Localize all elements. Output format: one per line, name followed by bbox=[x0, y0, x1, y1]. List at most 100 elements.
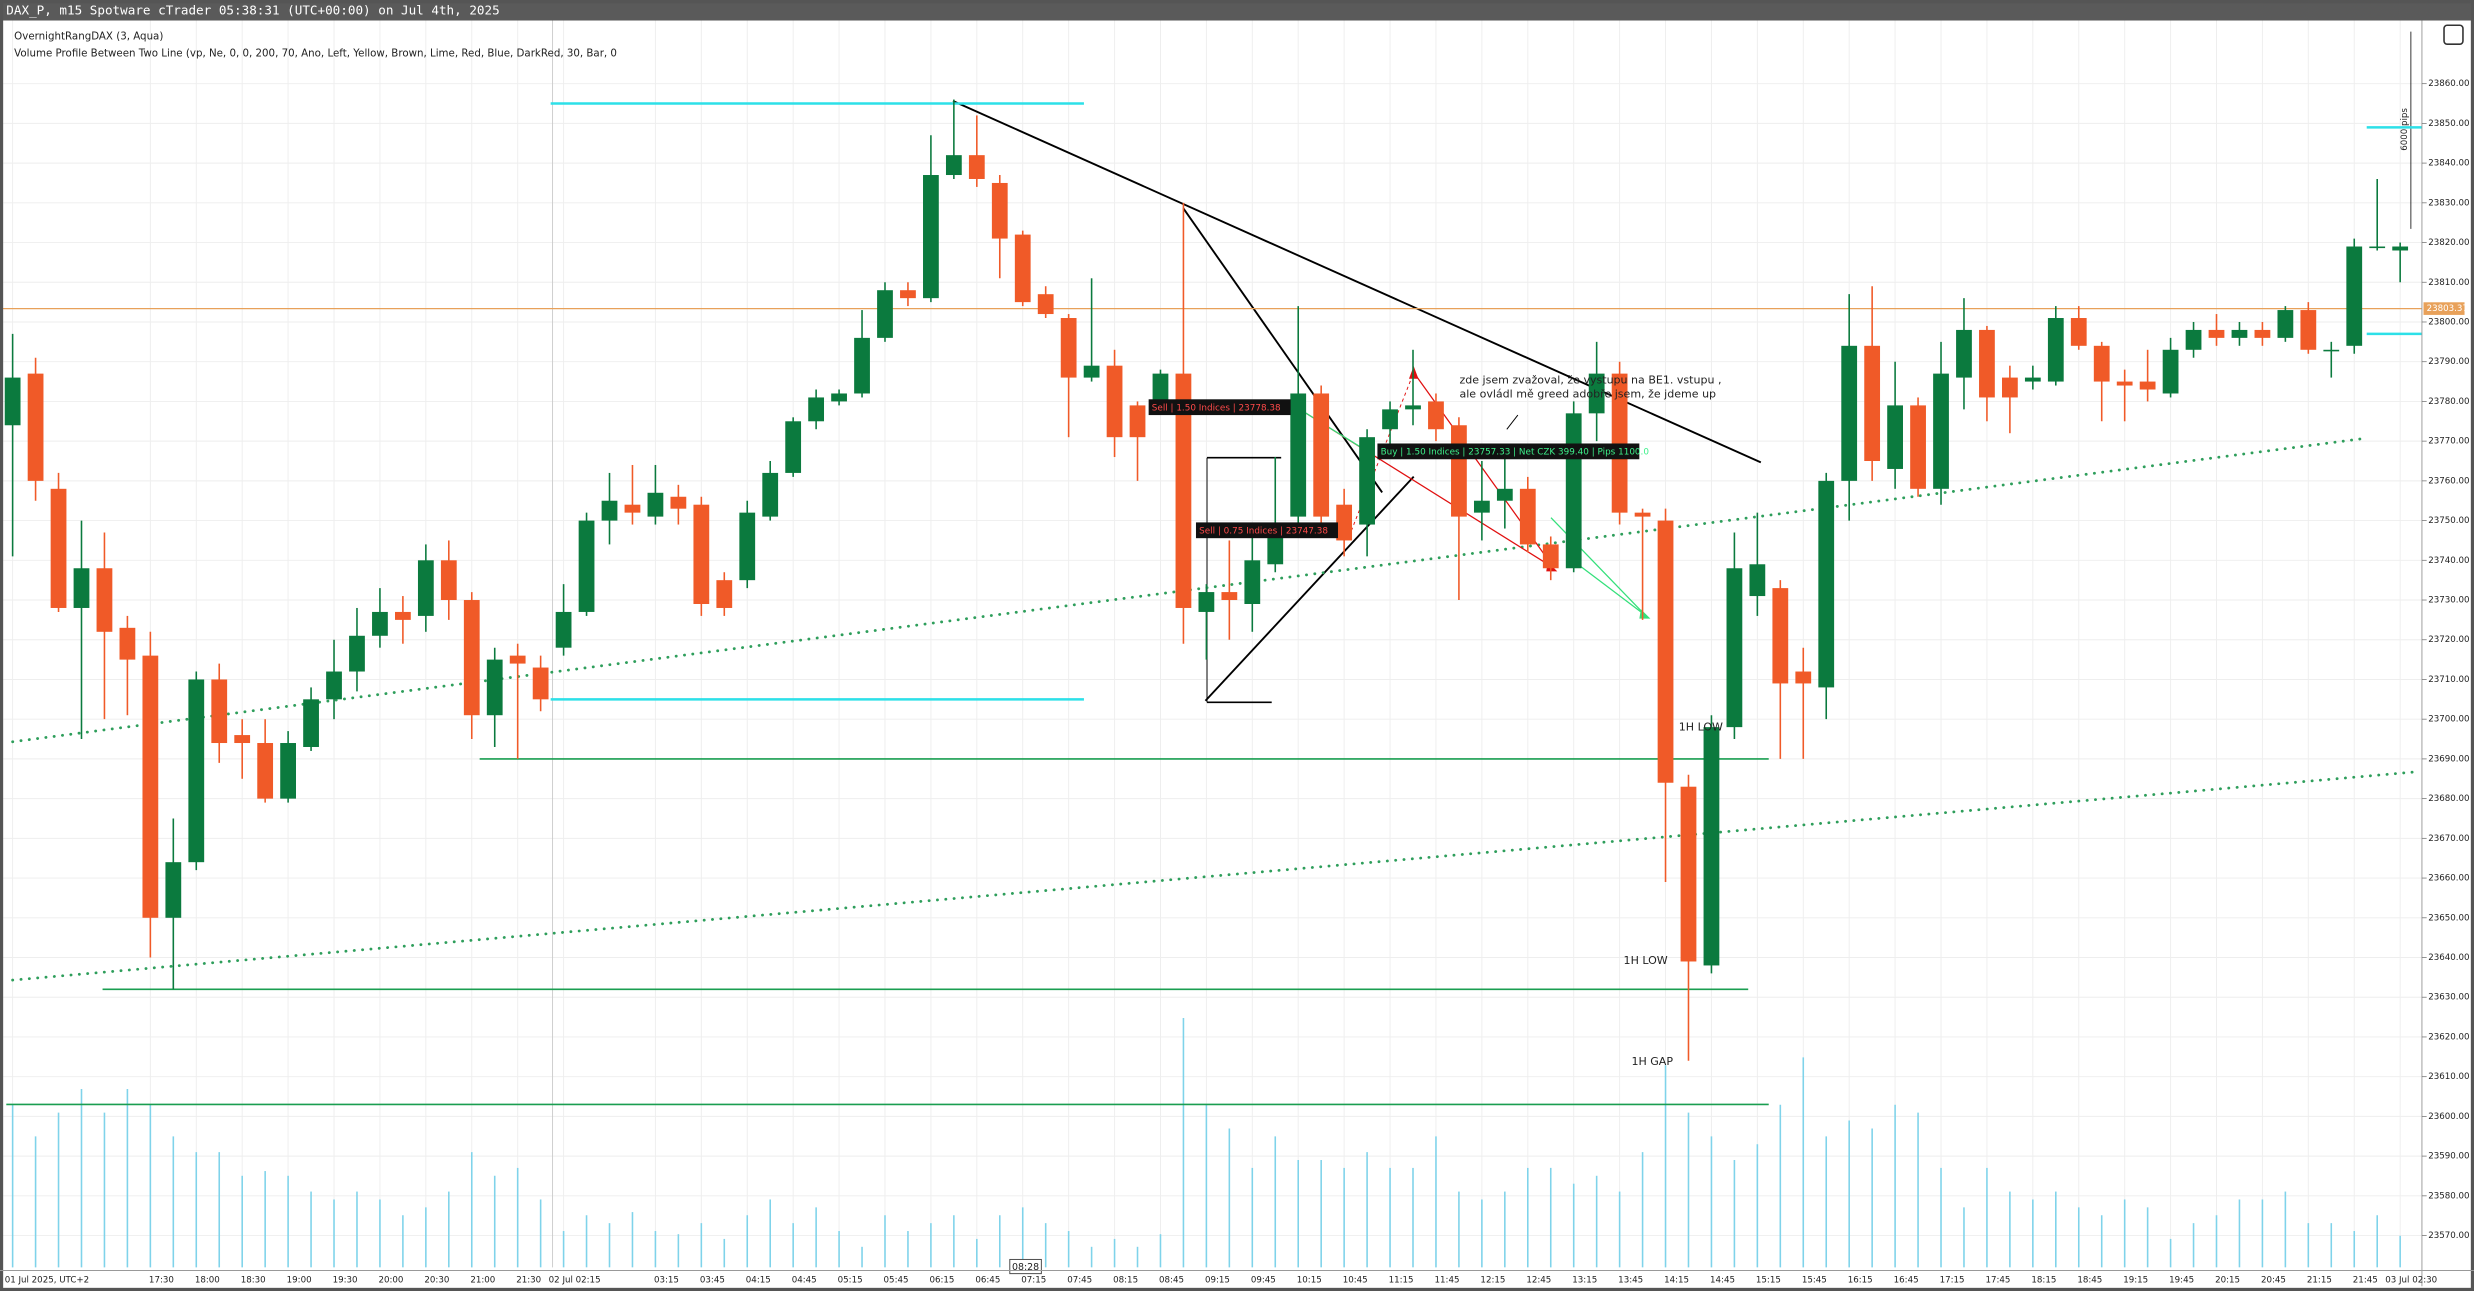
candle-body bbox=[2208, 329, 2225, 338]
candle-body bbox=[1910, 405, 1926, 489]
x-tick-label: 21:30 bbox=[516, 1275, 541, 1285]
y-tick-label: 23760.00 bbox=[2428, 476, 2469, 486]
candle-body bbox=[1336, 504, 1353, 541]
labels: Sell | 1.50 Indices | 23778.38 Sell | 0.… bbox=[1009, 108, 2410, 1275]
x-tick-label: 21:00 bbox=[470, 1275, 495, 1285]
dotted-trend bbox=[11, 437, 2364, 744]
x-tick-label: 18:30 bbox=[241, 1275, 266, 1285]
x-tick-label: 08:45 bbox=[1159, 1275, 1184, 1285]
y-tick-label: 23670.00 bbox=[2428, 834, 2469, 844]
x-tick-label: 05:45 bbox=[884, 1275, 909, 1285]
annotation: ale ovládl mě greed adobře jsem, že jdem… bbox=[1459, 388, 1716, 401]
edit-button[interactable] bbox=[2443, 24, 2464, 45]
x-tick-label: 12:45 bbox=[1526, 1275, 1551, 1285]
candle-body bbox=[1818, 480, 1835, 688]
x-tick-label: 08:15 bbox=[1113, 1275, 1138, 1285]
x-tick-label: 12:15 bbox=[1480, 1275, 1505, 1285]
x-tick-label: 05:15 bbox=[838, 1275, 863, 1285]
candle-body bbox=[2323, 349, 2340, 352]
candle-body bbox=[647, 492, 664, 517]
y-tick-label: 23570.00 bbox=[2428, 1231, 2469, 1241]
x-tick-label: 10:45 bbox=[1343, 1275, 1368, 1285]
x-tick-label: 20:30 bbox=[424, 1275, 449, 1285]
x-tick-label: 01 Jul 2025, UTC+2 bbox=[5, 1275, 89, 1285]
candle-body bbox=[1496, 488, 1513, 501]
x-tick-label: 06:15 bbox=[929, 1275, 954, 1285]
candle-body bbox=[1083, 365, 1100, 378]
candle-body bbox=[1657, 520, 1674, 783]
trade-arrow bbox=[1574, 561, 1647, 617]
x-tick-label: 06:45 bbox=[975, 1275, 1000, 1285]
x-tick-label: 20:15 bbox=[2215, 1275, 2240, 1285]
candle-body bbox=[785, 421, 802, 473]
trade-label: Sell | 0.75 Indices | 23747.38 bbox=[1199, 527, 1328, 537]
candle-body bbox=[1060, 318, 1077, 378]
candle-body bbox=[1703, 727, 1720, 966]
candle-body bbox=[693, 504, 710, 604]
y-tick-label: 23810.00 bbox=[2428, 278, 2469, 288]
candle-body bbox=[1405, 405, 1421, 410]
candle-body bbox=[1588, 373, 1605, 414]
candle-body bbox=[2231, 329, 2248, 338]
candle-body bbox=[1979, 329, 1995, 398]
candle-body bbox=[2024, 377, 2041, 382]
y-tick-label: 23840.00 bbox=[2428, 159, 2469, 169]
x-tick-label: 14:15 bbox=[1664, 1275, 1689, 1285]
candle-body bbox=[1887, 405, 1903, 469]
y-tick-label: 23790.00 bbox=[2428, 357, 2469, 367]
candle-body bbox=[1359, 437, 1375, 525]
candle-body bbox=[234, 735, 251, 744]
candle-body bbox=[762, 472, 779, 517]
y-tick-label: 23630.00 bbox=[2428, 993, 2469, 1003]
trade-box bbox=[1377, 443, 1640, 460]
candle-body bbox=[1473, 500, 1490, 513]
candle-body bbox=[532, 667, 549, 700]
candle-body bbox=[1519, 488, 1536, 545]
candle-body bbox=[2392, 246, 2409, 251]
y-tick-label: 23860.00 bbox=[2428, 79, 2469, 89]
indicator: OvernightRangDAX (3, Aqua) bbox=[14, 30, 163, 42]
candle-body bbox=[326, 671, 342, 700]
candle-body bbox=[2070, 318, 2087, 346]
y-tick-label: 23710.00 bbox=[2428, 675, 2469, 685]
candle-body bbox=[50, 488, 67, 608]
candle-body bbox=[280, 743, 296, 799]
candle-body bbox=[1749, 564, 1766, 597]
y-tick-label: 23580.00 bbox=[2428, 1191, 2469, 1201]
candle-body bbox=[945, 155, 962, 176]
y-tick-label: 23780.00 bbox=[2428, 397, 2469, 407]
x-tick-label: 16:15 bbox=[1848, 1275, 1873, 1285]
candle-body bbox=[1634, 512, 1651, 517]
candle-body bbox=[2369, 246, 2386, 249]
candle-body bbox=[1175, 373, 1192, 608]
x-tick-label: 19:00 bbox=[287, 1275, 312, 1285]
candle-body bbox=[211, 679, 228, 744]
y-tick-label: 23650.00 bbox=[2428, 913, 2469, 923]
candle-body bbox=[1152, 373, 1169, 402]
x-tick-label: 17:30 bbox=[149, 1275, 174, 1285]
x-tick-label: 04:45 bbox=[792, 1275, 817, 1285]
candle-body bbox=[1037, 294, 1054, 315]
candle-body bbox=[739, 512, 756, 581]
candle-body bbox=[923, 175, 939, 299]
y-tick-label: 23820.00 bbox=[2428, 238, 2469, 248]
dotted-trend bbox=[11, 770, 2419, 982]
candle-body bbox=[2300, 310, 2317, 350]
trade-box bbox=[1195, 522, 1338, 539]
candle-body bbox=[1451, 425, 1467, 517]
candle-body bbox=[2277, 310, 2294, 338]
annotation: 1H LOW bbox=[1679, 721, 1723, 734]
candle-body bbox=[1841, 345, 1858, 481]
candle-body bbox=[991, 182, 1008, 239]
last-price-box bbox=[2423, 302, 2465, 315]
candle-body bbox=[1726, 568, 1743, 728]
y-tick-label: 23590.00 bbox=[2428, 1152, 2469, 1162]
y-tick-label: 23690.00 bbox=[2428, 754, 2469, 764]
candle-body bbox=[1864, 345, 1881, 462]
candle-body bbox=[1795, 671, 1812, 684]
candle-body bbox=[1542, 544, 1559, 569]
measure-label: 6000 pips bbox=[2400, 108, 2410, 151]
annotation: zde jsem zvažoval, že vystupu na BE1. vs… bbox=[1459, 373, 1721, 386]
candle-body bbox=[1129, 405, 1146, 438]
x-tick-label: 07:45 bbox=[1067, 1275, 1092, 1285]
